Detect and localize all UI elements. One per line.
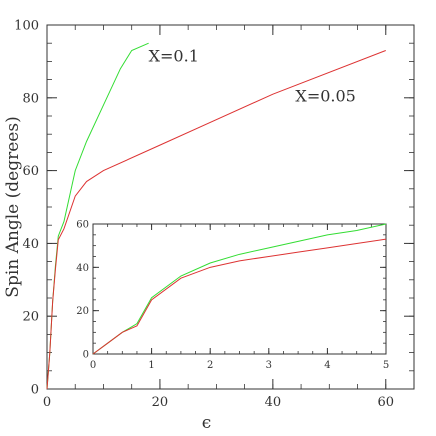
- y-tick-label: 0: [31, 383, 39, 398]
- y-tick-label: 60: [22, 164, 39, 179]
- x-tick-label: 5: [383, 360, 389, 371]
- series-annotation: X=0.1: [149, 46, 199, 65]
- y-tick-label: 20: [76, 306, 89, 317]
- inset-plot: 0 1 2 3 4 5 0 20 40 60: [76, 220, 389, 372]
- series-annotation: X=0.05: [295, 86, 355, 105]
- x-tick-label: 4: [324, 360, 330, 371]
- x-axis-label: ϵ: [202, 413, 212, 433]
- x-tick-label: 3: [266, 360, 272, 371]
- inset-background: [93, 224, 386, 354]
- x-tick-label: 0: [43, 395, 51, 410]
- y-tick-label: 0: [83, 350, 89, 361]
- x-tick-label: 40: [265, 395, 282, 410]
- y-tick-label: 80: [22, 91, 39, 106]
- y-tick-label: 100: [14, 19, 39, 34]
- x-tick-label: 20: [152, 395, 169, 410]
- y-tick-label: 40: [22, 237, 39, 252]
- series-line-x-0-05: [46, 50, 386, 390]
- x-tick-label: 0: [90, 360, 96, 371]
- y-axis-label: Spin Angle (degrees): [3, 116, 23, 297]
- y-tick-label: 20: [22, 310, 39, 325]
- x-tick-label: 2: [207, 360, 213, 371]
- series-line-1: [92, 238, 387, 355]
- x-tick-label: 60: [377, 395, 394, 410]
- x-tick-label: 1: [148, 360, 154, 371]
- y-tick-label: 40: [76, 263, 89, 274]
- y-tick-label: 60: [76, 220, 89, 231]
